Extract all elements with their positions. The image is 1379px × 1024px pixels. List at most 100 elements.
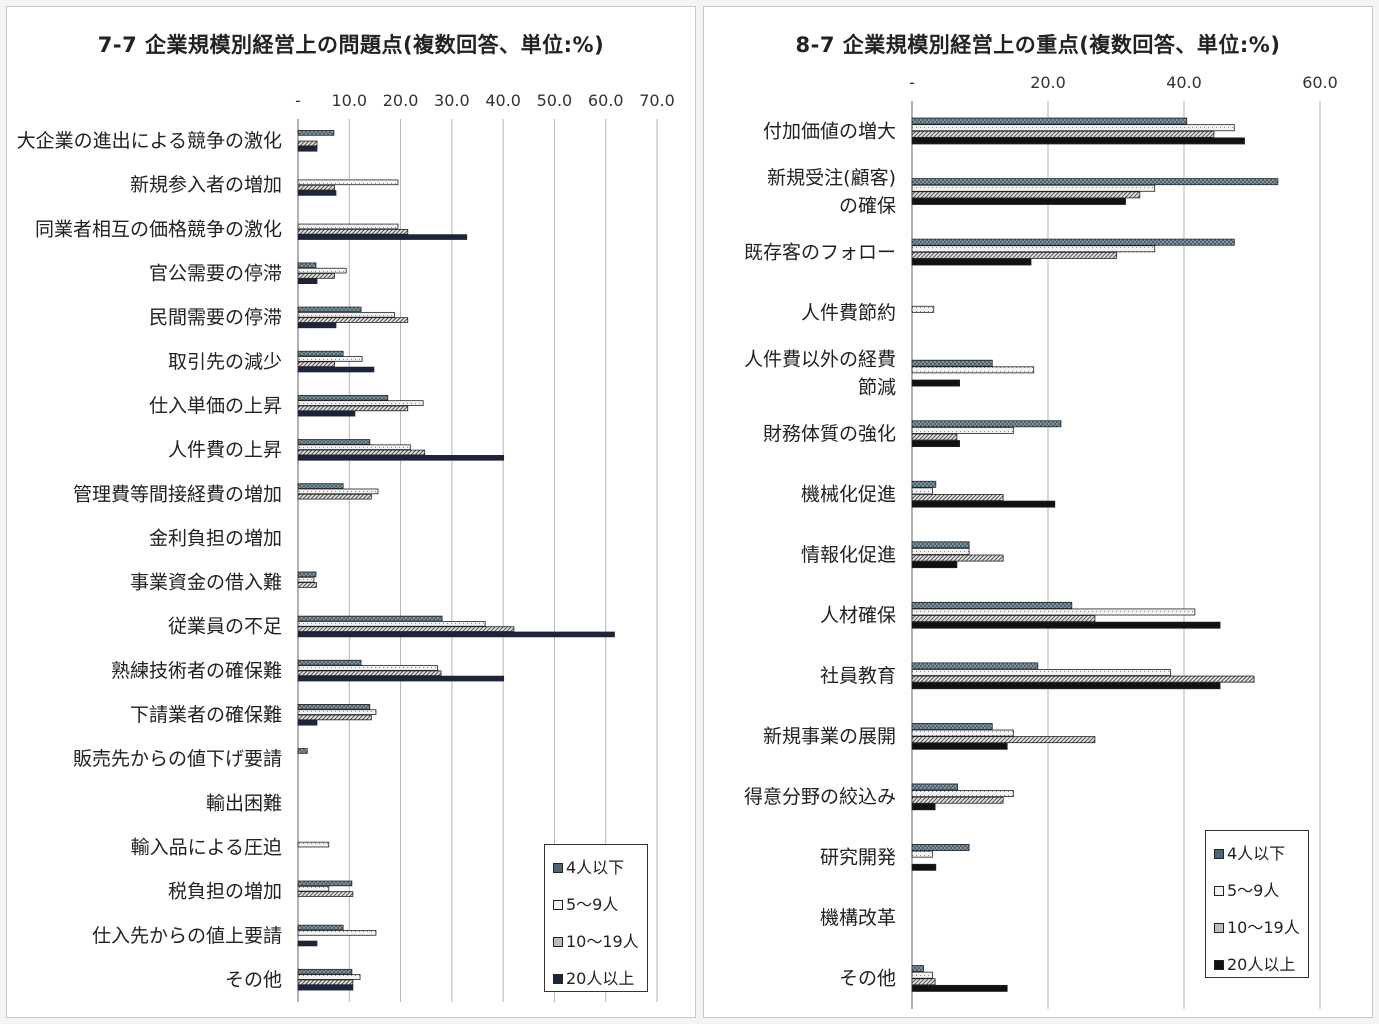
bar-left-s2 [297, 400, 424, 406]
category-label: 輸入品による圧迫 [131, 836, 282, 858]
bar-left-s3 [297, 493, 372, 500]
bar-right-s4 [911, 137, 1245, 145]
bar-left-s4 [297, 366, 375, 373]
bar-left-s1 [297, 350, 344, 357]
bar-right-s1 [911, 965, 924, 973]
category-label: 官公需要の停滞 [149, 263, 282, 285]
bar-left-s4 [297, 190, 337, 196]
bar-left-s4 [297, 234, 468, 240]
legend-swatch-s1 [1214, 848, 1224, 859]
x-tick-label: 10.0 [331, 91, 367, 110]
bar-left-s2 [297, 974, 361, 980]
bar-left-s4 [297, 410, 356, 417]
bar-left-s3 [297, 670, 442, 677]
category-label: 金利負担の増加 [149, 527, 282, 549]
bar-left-s2 [297, 179, 399, 186]
bar-right-s2 [911, 366, 1035, 374]
bar-right-s2 [911, 245, 1156, 253]
x-tick-label: - [909, 73, 915, 92]
bar-right-s2 [911, 487, 933, 495]
legend-item-s3: 10～19人 [1214, 909, 1300, 946]
legend-swatch-s3 [1214, 922, 1224, 933]
bar-left-s3 [297, 582, 317, 588]
bar-left-s1 [297, 130, 335, 136]
bar-right-s4 [911, 742, 1008, 750]
bar-right-s2 [911, 124, 1235, 132]
bar-right-s3 [911, 554, 1004, 562]
bar-right-s4 [911, 621, 1221, 629]
bar-right-s4 [911, 379, 960, 387]
bar-left-s3 [297, 405, 409, 412]
bar-right-s2 [911, 305, 935, 313]
bar-right-s1 [911, 420, 1062, 428]
category-label: 取引先の減少 [168, 351, 282, 373]
bar-left-s1 [297, 748, 308, 754]
legend-item-s4: 20人以上 [553, 960, 639, 997]
bar-left-s1 [297, 968, 353, 975]
legend-label-s2: 5～9人 [566, 895, 619, 914]
category-label: 付加価値の増大 [763, 120, 896, 142]
bar-left-s2 [297, 488, 379, 495]
bar-left-s3 [297, 891, 354, 897]
bar-chart-problems: - 10.0 20.0 30.0 40.0 50.0 60.0 70.0 大企業の進出による競争… [17, 91, 675, 1002]
category-label: その他 [839, 968, 896, 990]
bar-left-s4 [297, 675, 505, 682]
legend-label-s4: 20人以上 [1227, 955, 1296, 974]
legend-item-s1: 4人以下 [553, 849, 639, 886]
chart-panel-problems: 7-7 企業規模別経営上の問題点(複数回答、単位:%) - 10.0 20.0 30.… [6, 6, 696, 1018]
x-tick-label: 30.0 [434, 91, 470, 110]
legend-priorities: 4人以下 5～9人 10～19人 20人以上 [1205, 830, 1309, 978]
legend-item-s2: 5～9人 [553, 886, 639, 923]
category-label: 事業資金の借入難 [130, 572, 282, 594]
bar-right-s3 [911, 494, 1004, 501]
bar-right-s3 [911, 675, 1255, 683]
x-tick-label: 40.0 [1166, 73, 1202, 92]
bar-right-s2 [911, 608, 1196, 616]
legend-swatch-s3 [553, 936, 563, 947]
category-label: 下請業者の確保難 [130, 704, 282, 726]
category-label: 大企業の進出による競争の激化 [17, 130, 282, 152]
category-label: 既存客のフォロー [744, 241, 896, 263]
bar-left-s3 [297, 317, 409, 323]
bar-left-s3 [297, 449, 426, 456]
bar-right-s4 [911, 682, 1221, 690]
bar-left-s2 [297, 576, 315, 583]
chart-panel-priorities: 8-7 企業規模別経営上の重点(複数回答、単位:%) - 20.0 40.0 60.0… [703, 6, 1373, 1018]
bar-right-s1 [911, 541, 970, 549]
x-tick-label: 20.0 [383, 91, 419, 110]
legend-label-s3: 10～19人 [1227, 918, 1300, 937]
bar-left-s3 [297, 626, 515, 632]
category-label: 社員教育 [820, 665, 896, 687]
bar-right-s4 [911, 258, 1032, 266]
bar-right-s3 [911, 130, 1215, 138]
bar-left-s1 [297, 439, 371, 445]
category-label: 機械化促進 [801, 483, 896, 505]
category-label: 仕入先からの値上要請 [92, 925, 282, 947]
category-label: 販売先からの値下げ要請 [73, 748, 282, 770]
bar-right-s3 [911, 978, 936, 986]
bar-left-s3 [297, 714, 372, 721]
category-label: 節減 [858, 376, 896, 398]
bar-left-s2 [297, 267, 347, 274]
legend-label-s1: 4人以下 [1227, 844, 1286, 863]
bar-left-s2 [297, 311, 395, 318]
bar-left-s3 [297, 228, 409, 235]
bar-left-s3 [297, 273, 335, 279]
bar-left-s2 [297, 841, 330, 848]
chart-title-priorities: 8-7 企業規模別経営上の重点(複数回答、単位:%) [795, 33, 1281, 57]
bar-right-s1 [911, 662, 1039, 670]
bar-left-s4 [297, 322, 337, 329]
bar-right-s4 [911, 561, 958, 569]
category-label: の確保 [839, 195, 896, 217]
bar-right-s3 [911, 796, 1004, 804]
legend-item-s1: 4人以下 [1214, 835, 1300, 872]
bar-left-s2 [297, 930, 377, 936]
x-tick-label: 70.0 [639, 91, 675, 110]
x-tick-label: 20.0 [1030, 73, 1066, 92]
bar-left-s2 [297, 223, 399, 230]
bar-right-s1 [911, 238, 1235, 246]
category-label: 人件費以外の経費 [744, 348, 896, 370]
bar-left-s1 [297, 615, 443, 622]
legend-item-s2: 5～9人 [1214, 872, 1300, 909]
